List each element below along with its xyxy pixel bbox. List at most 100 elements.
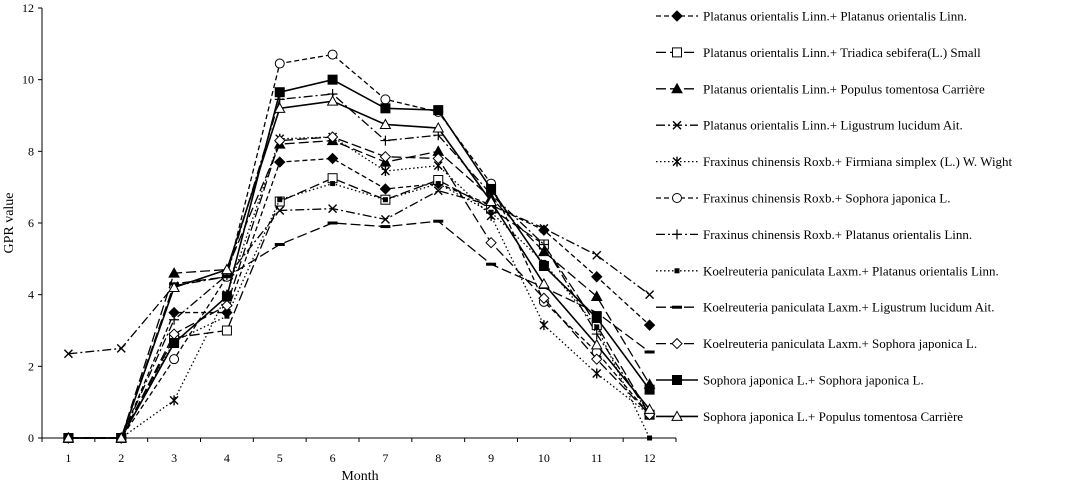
data-point	[382, 197, 388, 203]
data-point	[380, 94, 391, 105]
x-tick-label: 8	[435, 451, 441, 465]
chart-legend: Platanus orientalis Linn.+ Platanus orie…	[656, 9, 1013, 424]
y-tick-label: 12	[22, 1, 34, 15]
series-line	[68, 53, 651, 439]
data-point	[224, 313, 230, 319]
x-tick-label: 5	[277, 451, 283, 465]
data-point	[643, 319, 656, 331]
data-point	[274, 156, 286, 168]
legend-swatch-marker	[671, 337, 683, 350]
data-point	[273, 102, 286, 113]
y-tick-label: 0	[28, 431, 34, 445]
legend-label: Sophora japonica L.+ Sophora japonica L.	[703, 373, 924, 388]
y-axis-title: GPR value	[2, 192, 17, 253]
legend-item: Fraxinus chinensis Roxb.+ Sophora japoni…	[656, 191, 950, 206]
data-point	[538, 261, 549, 271]
x-tick-label: 9	[488, 451, 494, 465]
data-point	[327, 74, 338, 85]
legend-label: Platanus orientalis Linn.+ Triadica sebi…	[703, 45, 981, 60]
legend-label: Koelreuteria paniculata Laxm.+ Sophora j…	[703, 336, 977, 351]
data-point	[168, 281, 180, 292]
series-line	[68, 182, 651, 439]
data-point	[433, 186, 443, 196]
data-point	[433, 105, 444, 116]
legend-swatch-marker	[671, 82, 683, 94]
legend-label: Fraxinus chinensis Roxb.+ Sophora japoni…	[703, 191, 950, 206]
series-6	[63, 49, 655, 443]
data-point	[326, 131, 339, 143]
data-point	[277, 197, 283, 203]
data-point	[538, 239, 549, 250]
data-point	[326, 152, 339, 165]
data-point	[591, 271, 603, 283]
y-tick-label: 6	[28, 216, 34, 230]
data-point	[591, 353, 603, 365]
data-point	[221, 325, 232, 336]
data-point	[432, 122, 445, 133]
series-line	[68, 100, 651, 439]
data-point	[221, 291, 232, 302]
legend-swatch-marker	[671, 10, 683, 22]
data-point	[591, 311, 602, 315]
data-point	[274, 134, 286, 147]
legend-item: Fraxinus chinensis Roxb.+ Firmiana simpl…	[656, 154, 1013, 169]
data-point	[488, 209, 494, 215]
legend-swatch-marker	[672, 156, 682, 167]
data-point	[327, 221, 338, 225]
x-tick-label: 2	[118, 451, 124, 465]
data-point	[380, 166, 390, 177]
series-line	[68, 157, 651, 439]
legend-swatch-marker	[672, 47, 682, 58]
legend-swatch-marker	[672, 375, 682, 385]
data-point	[380, 135, 391, 146]
data-point	[116, 343, 126, 353]
series-layer	[62, 49, 656, 444]
legend-item: Platanus orientalis Linn.+ Platanus orie…	[656, 9, 967, 24]
series-3	[62, 134, 656, 443]
data-point	[538, 245, 550, 257]
legend-label: Platanus orientalis Linn.+ Populus tomen…	[703, 81, 985, 96]
data-point	[538, 277, 550, 289]
series-8	[65, 181, 653, 441]
data-point	[168, 267, 180, 278]
data-point	[328, 204, 338, 214]
data-point	[380, 103, 391, 114]
legend-swatch-marker	[672, 193, 682, 203]
series-line	[68, 139, 651, 439]
data-point	[327, 49, 338, 60]
data-point	[169, 338, 180, 349]
x-tick-label: 6	[330, 451, 336, 465]
data-point	[644, 350, 655, 354]
x-tick-label: 10	[538, 451, 550, 465]
data-point	[221, 263, 233, 275]
data-point	[62, 431, 75, 443]
series-line	[68, 190, 650, 355]
series-9	[63, 219, 655, 440]
data-point	[274, 87, 285, 98]
legend-label: Sophora japonica L.+ Populus tomentosa C…	[703, 409, 963, 424]
data-point	[221, 299, 233, 312]
data-point	[486, 183, 497, 194]
data-point	[380, 225, 391, 229]
data-point	[485, 195, 497, 206]
x-axis-title: Month	[341, 469, 378, 484]
series-11	[63, 74, 655, 443]
data-point	[433, 219, 444, 223]
data-point	[379, 151, 392, 163]
series-line	[68, 177, 651, 439]
x-tick-label: 12	[644, 451, 656, 465]
legend-label: Platanus orientalis Linn.+ Platanus orie…	[703, 9, 967, 24]
x-tick-label: 4	[224, 451, 230, 465]
y-tick-label: 10	[22, 73, 34, 87]
data-point	[643, 403, 656, 414]
x-tick-label: 11	[591, 451, 603, 465]
series-line	[68, 136, 650, 439]
legend-swatch-marker	[671, 410, 683, 421]
x-tick-label: 3	[171, 451, 177, 465]
data-point	[379, 118, 392, 129]
legend-label: Fraxinus chinensis Roxb.+ Firmiana simpl…	[703, 154, 1013, 169]
data-point	[592, 368, 602, 379]
legend-label: Koelreuteria paniculata Laxm.+ Platanus …	[703, 263, 999, 278]
legend-swatch-marker	[672, 229, 682, 240]
